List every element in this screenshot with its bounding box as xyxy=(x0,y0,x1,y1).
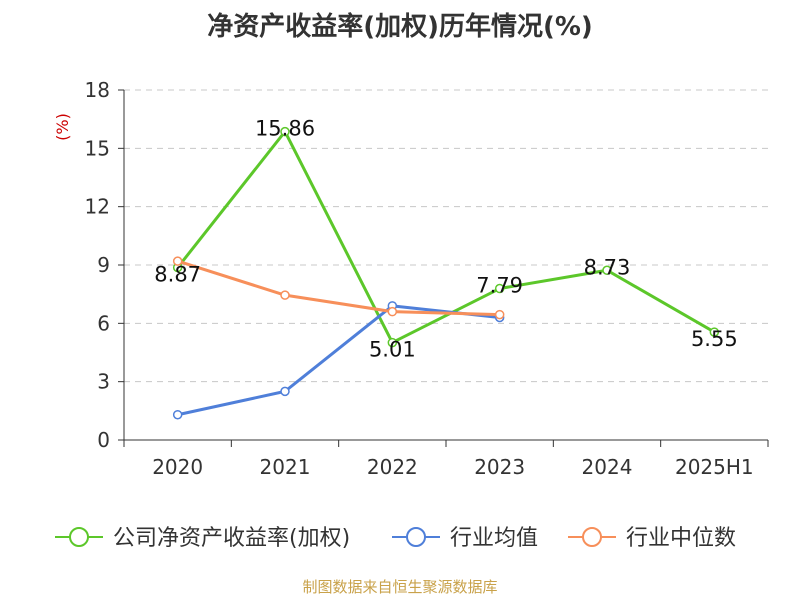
data-labels: 8.87 15.86 5.01 7.79 8.73 5.55 xyxy=(154,117,737,362)
data-label: 8.73 xyxy=(584,255,631,279)
series-lines xyxy=(172,126,720,420)
data-point xyxy=(172,256,183,266)
data-label: 7.79 xyxy=(476,274,523,298)
data-label: 8.87 xyxy=(154,263,201,287)
y-tick-label: 6 xyxy=(97,311,110,335)
data-point xyxy=(172,409,183,420)
data-point xyxy=(280,290,290,300)
y-tick-label: 3 xyxy=(97,370,110,394)
data-point xyxy=(387,306,398,317)
y-tick-label: 15 xyxy=(85,136,110,160)
source-note: 制图数据来自恒生聚源数据库 xyxy=(302,578,498,596)
y-axis-unit-label: (%) xyxy=(53,113,72,141)
data-label: 15.86 xyxy=(255,117,315,141)
data-point xyxy=(280,386,290,397)
data-label: 5.55 xyxy=(691,327,738,351)
y-tick-label: 12 xyxy=(85,195,110,219)
grid-lines xyxy=(124,89,768,383)
x-tick-label: 2023 xyxy=(474,455,525,479)
data-label: 5.01 xyxy=(369,338,416,362)
legend-swatch-marker xyxy=(69,527,89,547)
data-point xyxy=(387,337,398,348)
data-point xyxy=(494,309,505,320)
x-tick-label: 2022 xyxy=(367,455,418,479)
x-tick-label: 2024 xyxy=(582,455,633,479)
x-tick-label: 2020 xyxy=(152,455,203,479)
y-tick-label: 18 xyxy=(85,78,110,102)
legend-label: 公司净资产收益率(加权) xyxy=(113,526,350,551)
legend-swatch-marker xyxy=(406,527,426,547)
x-tick-label: 2021 xyxy=(260,455,311,479)
data-point xyxy=(709,327,720,337)
data-point xyxy=(280,126,290,137)
legend-label: 行业均值 xyxy=(450,526,538,551)
y-tick-label: 0 xyxy=(97,428,110,452)
y-tick-label: 9 xyxy=(97,253,110,277)
chart-title: 净资产收益率(加权)历年情况(%) xyxy=(207,12,593,42)
legend-swatch-marker xyxy=(582,527,602,547)
series-line xyxy=(177,304,500,417)
legend: 公司净资产收益率(加权) 行业均值 行业中位数 xyxy=(55,526,736,551)
data-point xyxy=(602,265,612,275)
series-line xyxy=(176,130,716,345)
legend-label: 行业中位数 xyxy=(626,526,736,551)
axes: 0 3 6 9 12 15 18 2020 2021 2022 2023 2024 2025H1 xyxy=(85,78,769,479)
data-point xyxy=(494,283,505,294)
series-line xyxy=(177,259,500,317)
x-tick-label: 2025H1 xyxy=(675,455,754,479)
